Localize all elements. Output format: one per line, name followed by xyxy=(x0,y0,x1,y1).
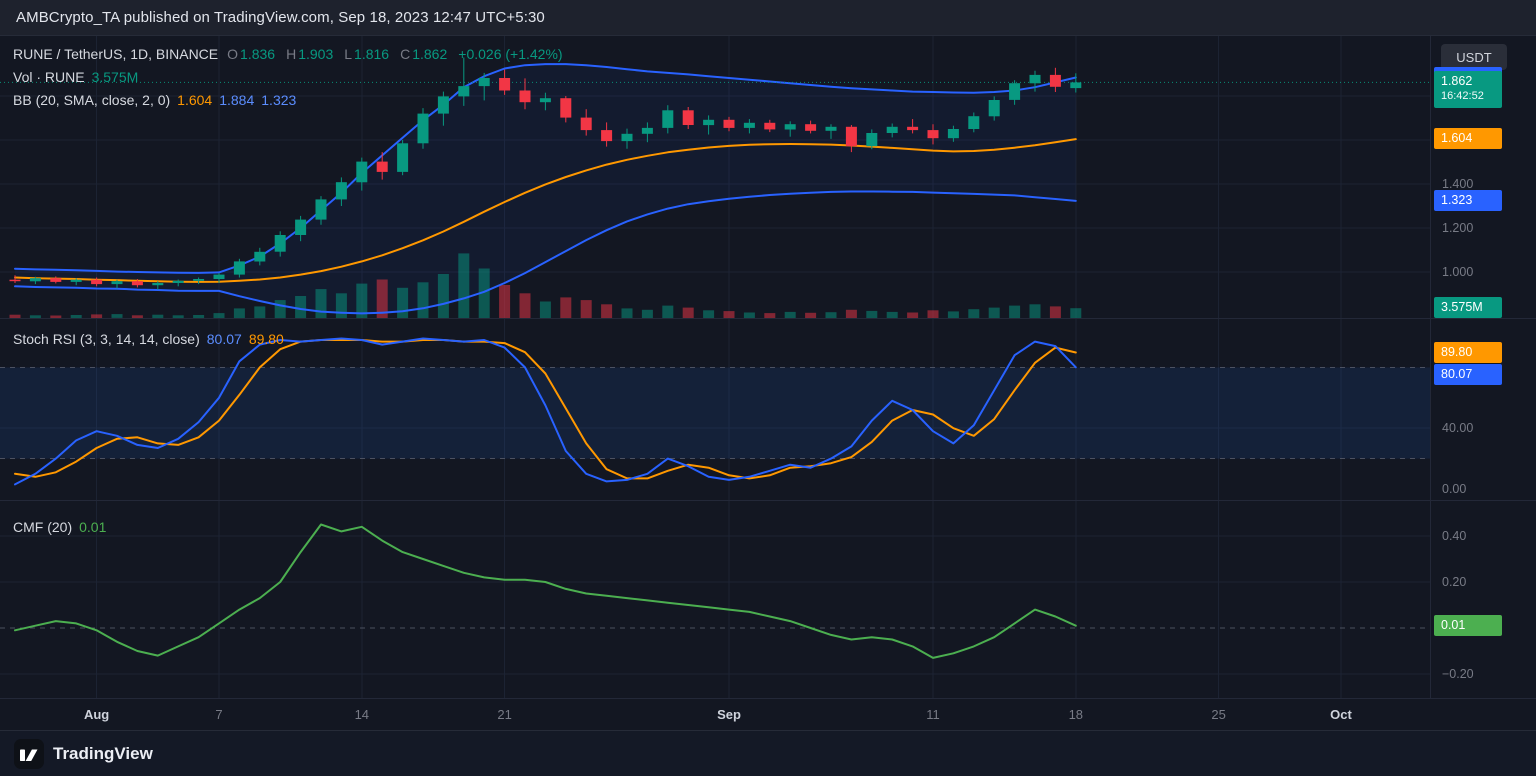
time-axis-label: 14 xyxy=(354,707,370,722)
axis-tick-label: 0.20 xyxy=(1442,575,1467,589)
cmf-badge: 0.01 xyxy=(1434,614,1502,636)
axis-tick-label: 1.000 xyxy=(1442,265,1474,279)
open-label: O xyxy=(227,46,239,62)
last-price-value: 1.862 xyxy=(1441,74,1473,89)
publish-banner-text: AMBCrypto_TA published on TradingView.co… xyxy=(16,9,545,26)
tradingview-wordmark[interactable]: TradingView xyxy=(53,743,153,763)
time-axis-label: 7 xyxy=(215,707,223,722)
bb-basis-value: 1.604 xyxy=(177,92,213,108)
high-label: H xyxy=(286,46,297,62)
axis-tick-label: 1.400 xyxy=(1442,177,1474,191)
time-axis-label: Aug xyxy=(83,707,110,722)
symbol-title[interactable]: RUNE / TetherUS, 1D, BINANCE xyxy=(13,46,219,62)
currency-toggle-button[interactable]: USDT xyxy=(1441,44,1507,70)
bb-lower-price-badge: 1.323 xyxy=(1434,189,1502,211)
tradingview-logo-icon[interactable] xyxy=(14,738,44,769)
time-axis-label: Oct xyxy=(1330,707,1352,722)
time-axis-label: Sep xyxy=(717,707,741,722)
symbol-legend-row: RUNE / TetherUS, 1D, BINANCE O 1.836 H 1.9… xyxy=(13,46,565,62)
price-pane-canvas[interactable] xyxy=(0,36,1430,318)
change-value: +0.026 (+1.42%) xyxy=(458,46,563,62)
bar-countdown-timer: 16:42:52 xyxy=(1441,90,1484,103)
publish-banner: AMBCrypto_TA published on TradingView.co… xyxy=(0,0,1536,36)
volume-badge: 3.575M xyxy=(1434,297,1502,319)
time-scale[interactable]: Aug 7 14 21 Sep 11 18 25 Oct xyxy=(0,698,1536,731)
low-value: 1.816 xyxy=(354,46,390,62)
time-axis-label: 11 xyxy=(926,707,940,722)
axis-tick-label: 1.200 xyxy=(1442,221,1474,235)
stoch-legend-row: Stoch RSI (3, 3, 14, 14, close) 80.07 89… xyxy=(13,331,284,347)
stoch-k-badge: 80.07 xyxy=(1434,363,1502,385)
cmf-value: 0.01 xyxy=(79,519,107,535)
last-price-badge: 1.862 16:42:52 xyxy=(1434,71,1502,109)
stoch-d-badge: 89.80 xyxy=(1434,341,1502,363)
bb-legend-row: BB (20, SMA, close, 2, 0) 1.604 1.884 1.… xyxy=(13,92,296,108)
bb-indicator-title[interactable]: BB (20, SMA, close, 2, 0) xyxy=(13,92,171,108)
footer-bar: TradingView xyxy=(0,730,1536,776)
bb-basis-price-badge: 1.604 xyxy=(1434,128,1502,150)
axis-tick-label: 0.00 xyxy=(1442,482,1467,496)
low-label: L xyxy=(344,46,353,62)
axis-tick-label: −0.20 xyxy=(1442,667,1474,681)
volume-indicator-title[interactable]: Vol · RUNE xyxy=(13,69,85,85)
open-value: 1.836 xyxy=(240,46,276,62)
axis-tick-label: 40.00 xyxy=(1442,421,1474,436)
bb-lower-value: 1.323 xyxy=(261,92,297,108)
stoch-rsi-pane-canvas[interactable] xyxy=(0,318,1430,500)
axis-tick-label: 0.40 xyxy=(1442,529,1467,543)
high-value: 1.903 xyxy=(298,46,334,62)
stoch-indicator-title[interactable]: Stoch RSI (3, 3, 14, 14, close) xyxy=(13,331,200,347)
cmf-legend-row: CMF (20) 0.01 xyxy=(13,519,106,535)
pane-divider[interactable] xyxy=(0,500,1536,501)
cmf-indicator-title[interactable]: CMF (20) xyxy=(13,519,73,535)
close-label: C xyxy=(400,46,411,62)
cmf-pane-canvas[interactable] xyxy=(0,500,1430,698)
time-axis-label: 25 xyxy=(1211,707,1226,722)
stoch-k-value: 80.07 xyxy=(206,331,242,347)
stoch-d-value: 89.80 xyxy=(248,331,284,347)
close-value: 1.862 xyxy=(412,46,448,62)
bb-upper-value: 1.884 xyxy=(219,92,255,108)
price-scale-border xyxy=(1430,36,1431,698)
time-axis-label: 18 xyxy=(1068,707,1084,722)
pane-divider[interactable] xyxy=(0,318,1536,319)
time-axis-label: 21 xyxy=(497,707,512,722)
volume-value: 3.575M xyxy=(91,69,139,85)
volume-legend-row: Vol · RUNE 3.575M xyxy=(13,69,138,85)
